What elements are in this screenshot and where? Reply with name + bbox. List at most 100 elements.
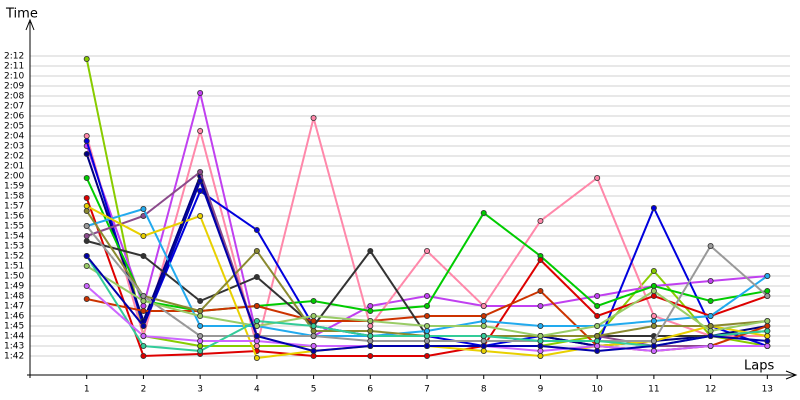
y-axis xyxy=(25,18,35,378)
data-point xyxy=(367,317,374,324)
x-tick-label: 5 xyxy=(311,385,317,395)
y-tick-label: 1:47 xyxy=(4,302,24,312)
x-axis xyxy=(27,370,798,380)
data-point xyxy=(764,322,771,329)
data-point xyxy=(707,342,714,349)
data-point xyxy=(650,317,657,324)
data-point xyxy=(197,337,204,344)
data-point xyxy=(253,273,260,280)
data-point xyxy=(707,327,714,334)
data-point xyxy=(424,302,431,309)
y-tick-label: 1:57 xyxy=(4,202,24,212)
data-point xyxy=(140,307,147,314)
data-point xyxy=(424,332,431,339)
y-tick-label: 1:46 xyxy=(4,312,24,322)
data-point xyxy=(367,332,374,339)
data-point xyxy=(310,342,317,349)
y-tick-label: 2:12 xyxy=(4,52,24,62)
data-point xyxy=(310,322,317,329)
y-tick-label: 1:48 xyxy=(4,292,24,302)
y-tick-label: 2:08 xyxy=(4,92,24,102)
data-point xyxy=(140,322,147,329)
data-point xyxy=(310,312,317,319)
data-point xyxy=(83,132,90,139)
data-point xyxy=(594,337,601,344)
data-point xyxy=(764,272,771,279)
data-point xyxy=(83,207,90,214)
data-point xyxy=(197,90,204,97)
data-point xyxy=(253,322,260,329)
data-point xyxy=(310,327,317,334)
x-tick-label: 4 xyxy=(254,385,260,395)
series xyxy=(83,262,771,339)
data-point xyxy=(83,174,90,181)
y-tick-label: 1:58 xyxy=(4,192,24,202)
data-point xyxy=(480,332,487,339)
data-point xyxy=(140,332,147,339)
data-point xyxy=(367,337,374,344)
data-point xyxy=(424,352,431,359)
data-point xyxy=(707,322,714,329)
data-point xyxy=(253,247,260,254)
data-point xyxy=(650,287,657,294)
data-point xyxy=(650,282,657,289)
data-point xyxy=(253,226,260,233)
data-point xyxy=(480,347,487,354)
data-point xyxy=(707,297,714,304)
data-point xyxy=(650,347,657,354)
data-point xyxy=(707,277,714,284)
data-point xyxy=(367,327,374,334)
data-point xyxy=(480,312,487,319)
data-point xyxy=(537,347,544,354)
x-tick-label: 3 xyxy=(197,385,203,395)
data-point xyxy=(594,347,601,354)
data-point xyxy=(424,247,431,254)
data-point xyxy=(253,332,260,339)
y-tick-label: 2:00 xyxy=(4,172,24,182)
data-point xyxy=(650,337,657,344)
data-point xyxy=(367,302,374,309)
data-point xyxy=(537,256,544,263)
y-axis-title: Time xyxy=(5,7,38,22)
data-point xyxy=(83,295,90,302)
data-point xyxy=(197,297,204,304)
data-point xyxy=(650,204,657,211)
data-point xyxy=(480,317,487,324)
data-point xyxy=(594,312,601,319)
data-point xyxy=(83,202,90,209)
data-point xyxy=(764,337,771,344)
data-point xyxy=(764,332,771,339)
data-point xyxy=(480,337,487,344)
y-tick-label: 1:52 xyxy=(4,252,24,262)
data-point xyxy=(197,312,204,319)
y-tick-label: 2:01 xyxy=(4,162,24,172)
data-point xyxy=(367,352,374,359)
data-point xyxy=(253,337,260,344)
x-axis-title: Laps xyxy=(744,359,774,374)
data-point xyxy=(764,292,771,299)
data-point xyxy=(310,352,317,359)
data-point xyxy=(253,342,260,349)
data-point xyxy=(764,317,771,324)
data-point xyxy=(140,302,147,309)
data-point xyxy=(424,312,431,319)
y-tick-label: 1:50 xyxy=(4,272,24,282)
y-tick-label: 2:11 xyxy=(4,62,24,72)
y-tick-label: 1:56 xyxy=(4,212,24,222)
data-point xyxy=(594,332,601,339)
y-tick-label: 2:05 xyxy=(4,122,24,132)
y-tick-label: 2:03 xyxy=(4,142,24,152)
data-point xyxy=(140,292,147,299)
data-point xyxy=(83,282,90,289)
y-tick-label: 1:43 xyxy=(4,342,24,352)
data-point xyxy=(424,292,431,299)
x-tick-label: 10 xyxy=(591,385,603,395)
data-point xyxy=(197,342,204,349)
data-point xyxy=(594,292,601,299)
y-tick-label: 1:59 xyxy=(4,182,24,192)
data-point xyxy=(594,174,601,181)
data-point xyxy=(140,352,147,359)
data-point xyxy=(140,297,147,304)
data-point xyxy=(83,150,90,157)
